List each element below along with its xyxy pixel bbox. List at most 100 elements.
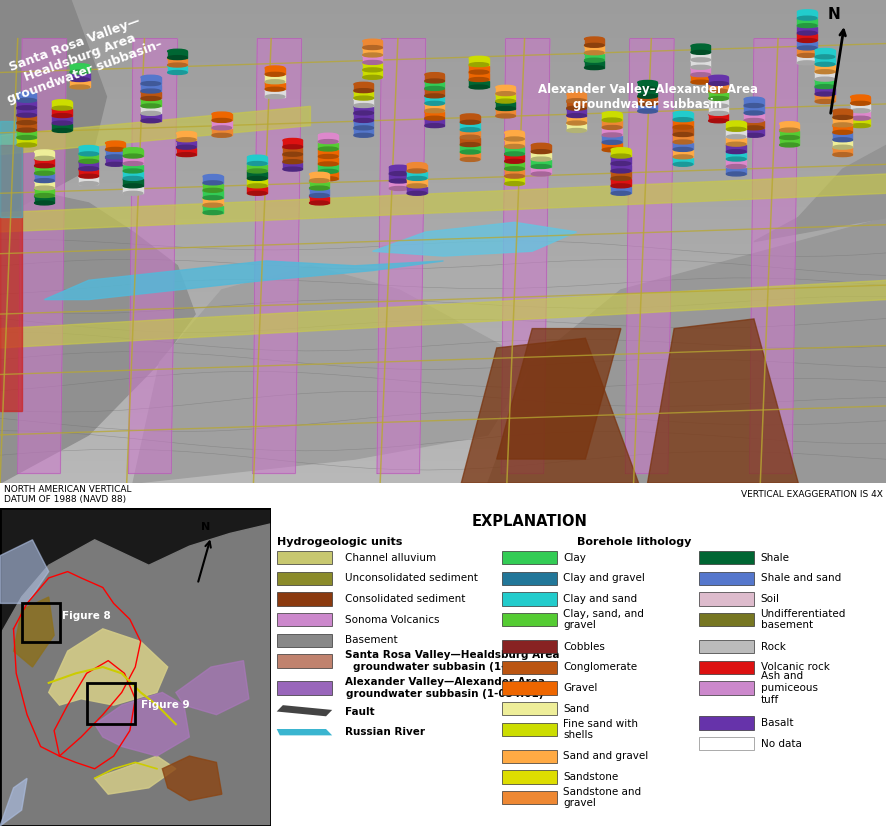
Ellipse shape: [70, 85, 89, 89]
Polygon shape: [708, 100, 727, 106]
Bar: [0, 302, 886, 314]
Ellipse shape: [123, 154, 143, 158]
Ellipse shape: [602, 134, 621, 138]
Bar: [0, 48, 886, 60]
Ellipse shape: [797, 39, 816, 42]
Ellipse shape: [17, 99, 36, 103]
Polygon shape: [318, 158, 338, 164]
Ellipse shape: [309, 195, 329, 198]
Ellipse shape: [212, 126, 231, 130]
Ellipse shape: [167, 70, 187, 74]
Ellipse shape: [672, 132, 692, 136]
Polygon shape: [318, 173, 338, 178]
Polygon shape: [531, 145, 550, 152]
Ellipse shape: [531, 164, 550, 169]
Ellipse shape: [779, 121, 798, 126]
Polygon shape: [460, 123, 479, 130]
Text: N: N: [201, 522, 210, 532]
Ellipse shape: [832, 131, 851, 135]
Bar: [0, 339, 886, 350]
Ellipse shape: [35, 180, 54, 183]
Ellipse shape: [504, 145, 524, 150]
Ellipse shape: [123, 192, 143, 195]
Ellipse shape: [354, 83, 373, 86]
Bar: [0, 145, 886, 157]
Ellipse shape: [212, 127, 231, 131]
Ellipse shape: [354, 126, 373, 130]
Bar: [0, 447, 886, 459]
Polygon shape: [797, 34, 816, 40]
Bar: [698, 592, 754, 605]
Ellipse shape: [424, 116, 444, 120]
Ellipse shape: [584, 52, 603, 56]
Polygon shape: [105, 150, 125, 157]
Ellipse shape: [203, 196, 222, 200]
Polygon shape: [749, 39, 797, 473]
Polygon shape: [318, 165, 338, 171]
Ellipse shape: [460, 129, 479, 133]
Ellipse shape: [672, 140, 692, 144]
Polygon shape: [460, 116, 479, 122]
Ellipse shape: [17, 98, 36, 102]
Polygon shape: [832, 126, 851, 132]
Text: Volcanic rock: Volcanic rock: [760, 662, 828, 672]
Text: Hydrogeologic units: Hydrogeologic units: [276, 537, 401, 547]
Text: Figure 9: Figure 9: [141, 700, 189, 710]
Polygon shape: [0, 508, 270, 826]
Polygon shape: [797, 41, 816, 48]
Polygon shape: [176, 148, 196, 154]
Ellipse shape: [531, 150, 550, 154]
Ellipse shape: [832, 138, 851, 142]
Ellipse shape: [141, 104, 160, 108]
Text: Ash and
pumiceous
tuff: Ash and pumiceous tuff: [760, 672, 817, 705]
Polygon shape: [584, 61, 603, 68]
Polygon shape: [372, 222, 576, 256]
Bar: [0, 278, 886, 290]
Ellipse shape: [318, 177, 338, 181]
Text: Borehole lithology: Borehole lithology: [577, 537, 691, 547]
Bar: [0, 399, 886, 411]
Ellipse shape: [469, 71, 488, 75]
Ellipse shape: [265, 81, 284, 85]
Ellipse shape: [460, 158, 479, 161]
Ellipse shape: [797, 25, 816, 29]
Ellipse shape: [318, 140, 338, 145]
Ellipse shape: [708, 82, 727, 86]
Ellipse shape: [176, 131, 196, 135]
Ellipse shape: [602, 126, 621, 130]
Ellipse shape: [814, 64, 834, 67]
Ellipse shape: [832, 109, 851, 113]
Ellipse shape: [283, 146, 302, 150]
Ellipse shape: [814, 93, 834, 97]
Ellipse shape: [495, 92, 515, 96]
Ellipse shape: [610, 192, 630, 195]
Ellipse shape: [832, 116, 851, 121]
Ellipse shape: [832, 123, 851, 127]
Ellipse shape: [354, 112, 373, 116]
Ellipse shape: [212, 118, 231, 122]
Ellipse shape: [309, 186, 329, 190]
Ellipse shape: [531, 157, 550, 161]
Polygon shape: [690, 76, 710, 82]
Ellipse shape: [743, 127, 763, 131]
Polygon shape: [354, 99, 373, 106]
Ellipse shape: [167, 57, 187, 60]
Bar: [0, 363, 886, 374]
Ellipse shape: [141, 97, 160, 101]
Ellipse shape: [708, 75, 727, 79]
Ellipse shape: [35, 201, 54, 205]
Bar: [276, 572, 331, 585]
Ellipse shape: [354, 120, 373, 123]
Ellipse shape: [362, 75, 382, 79]
Polygon shape: [176, 133, 196, 140]
Polygon shape: [167, 51, 187, 58]
Bar: [698, 681, 754, 695]
Bar: [698, 737, 754, 750]
Bar: [0, 0, 886, 12]
Ellipse shape: [850, 95, 869, 99]
Ellipse shape: [318, 140, 338, 144]
Ellipse shape: [814, 71, 834, 74]
Ellipse shape: [309, 178, 329, 183]
Ellipse shape: [726, 166, 745, 169]
Ellipse shape: [743, 120, 763, 123]
